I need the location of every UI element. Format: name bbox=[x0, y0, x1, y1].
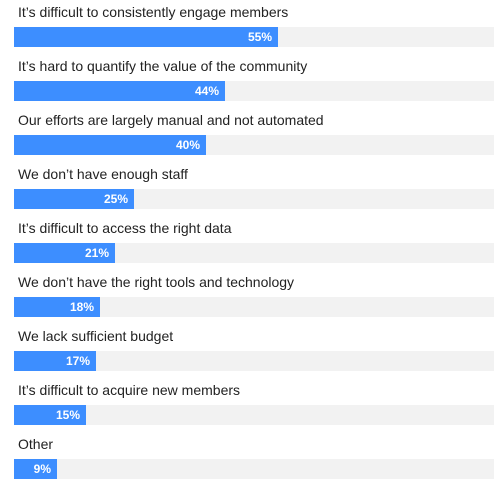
bar-track: 17% bbox=[14, 351, 494, 371]
bar-track: 15% bbox=[14, 405, 494, 425]
category-label: We lack sufficient budget bbox=[18, 328, 174, 344]
bar-row: It’s difficult to access the right data 2… bbox=[14, 216, 494, 270]
value-label: 40% bbox=[175, 138, 200, 152]
bar: 15% bbox=[14, 405, 86, 425]
bar: 55% bbox=[14, 27, 278, 47]
bar: 18% bbox=[14, 297, 100, 317]
bar-track: 9% bbox=[14, 459, 494, 479]
category-label: It’s hard to quantify the value of the c… bbox=[18, 58, 308, 74]
category-label: It’s difficult to acquire new members bbox=[18, 382, 241, 398]
bar-track: 18% bbox=[14, 297, 494, 317]
value-label: 21% bbox=[84, 246, 109, 260]
category-label: Other bbox=[18, 436, 54, 452]
bar-track: 25% bbox=[14, 189, 494, 209]
bar-track: 55% bbox=[14, 27, 494, 47]
bar-row: It’s hard to quantify the value of the c… bbox=[14, 54, 494, 108]
bar-track: 40% bbox=[14, 135, 494, 155]
bar: 21% bbox=[14, 243, 115, 263]
category-label: It’s difficult to access the right data bbox=[18, 220, 232, 236]
category-label: It’s difficult to consistently engage me… bbox=[18, 4, 289, 20]
bar-row: We don’t have enough staff 25% bbox=[14, 162, 494, 216]
category-label: Our efforts are largely manual and not a… bbox=[18, 112, 324, 128]
bar: 44% bbox=[14, 81, 225, 101]
bar-row: It’s difficult to consistently engage me… bbox=[14, 0, 494, 54]
bar-row: It’s difficult to acquire new members 15% bbox=[14, 378, 494, 432]
value-label: 17% bbox=[65, 354, 90, 368]
bar-row: Our efforts are largely manual and not a… bbox=[14, 108, 494, 162]
value-label: 9% bbox=[33, 462, 51, 476]
bar-chart: It’s difficult to consistently engage me… bbox=[14, 0, 494, 486]
value-label: 15% bbox=[55, 408, 80, 422]
bar: 9% bbox=[14, 459, 57, 479]
bar: 25% bbox=[14, 189, 134, 209]
bar: 17% bbox=[14, 351, 96, 371]
bar-track: 44% bbox=[14, 81, 494, 101]
category-label: We don’t have enough staff bbox=[18, 166, 188, 182]
value-label: 55% bbox=[247, 30, 272, 44]
bar: 40% bbox=[14, 135, 206, 155]
value-label: 25% bbox=[103, 192, 128, 206]
value-label: 18% bbox=[69, 300, 94, 314]
value-label: 44% bbox=[194, 84, 219, 98]
bar-track: 21% bbox=[14, 243, 494, 263]
category-label: We don’t have the right tools and techno… bbox=[18, 274, 295, 290]
bar-row: Other 9% bbox=[14, 432, 494, 486]
bar-row: We don’t have the right tools and techno… bbox=[14, 270, 494, 324]
bar-row: We lack sufficient budget 17% bbox=[14, 324, 494, 378]
